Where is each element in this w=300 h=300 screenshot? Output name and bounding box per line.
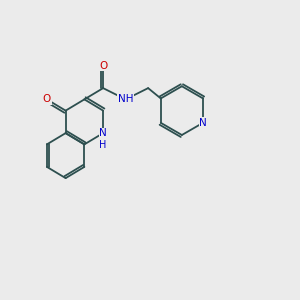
Text: N: N: [199, 118, 207, 128]
Text: N: N: [99, 128, 107, 138]
Text: O: O: [43, 94, 51, 104]
Text: H: H: [99, 140, 107, 150]
Text: NH: NH: [118, 94, 134, 104]
Text: O: O: [99, 61, 107, 70]
